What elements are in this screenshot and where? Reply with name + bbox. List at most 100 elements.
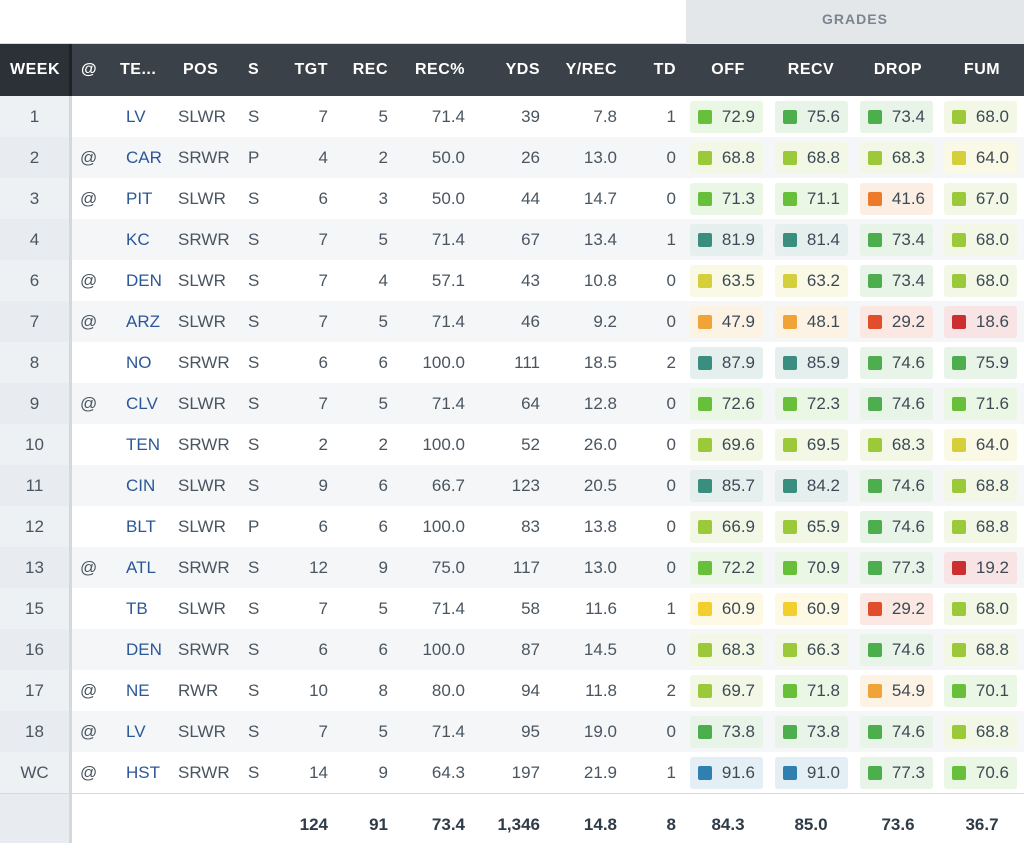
recv-grade: 71.1 <box>775 183 848 215</box>
team-link[interactable]: KC <box>126 230 150 249</box>
grade-swatch <box>698 192 712 206</box>
drop-grade: 68.3 <box>860 429 933 461</box>
table-row[interactable]: 2 @ CAR SRWR P 4 2 50.0 26 13.0 0 68.8 68.8 68.3 64.0 <box>0 137 1024 178</box>
grade-value: 77.3 <box>891 558 925 577</box>
table-row[interactable]: 6 @ DEN SLWR S 7 4 57.1 43 10.8 0 63.5 63.2 73.4 68.0 <box>0 260 1024 301</box>
grade-value: 66.3 <box>806 640 840 659</box>
recv-grade: 66.3 <box>775 634 848 666</box>
s-cell: S <box>248 476 260 495</box>
team-link[interactable]: DEN <box>126 640 162 659</box>
drop-grade: 77.3 <box>860 552 933 584</box>
y-rec-cell: 9.2 <box>593 312 617 331</box>
table-row[interactable]: 8 NO SRWR S 6 6 100.0 111 18.5 2 87.9 85.9 74.6 75.9 <box>0 342 1024 383</box>
table-row[interactable]: 11 CIN SLWR S 9 6 66.7 123 20.5 0 85.7 84.2 74.6 68.8 <box>0 465 1024 506</box>
week-column-cell <box>0 342 72 383</box>
team-link[interactable]: CIN <box>126 476 156 495</box>
grade-value: 68.8 <box>806 148 840 167</box>
week-cell: 12 <box>25 517 44 536</box>
table-row[interactable]: 15 TB SLWR S 7 5 71.4 58 11.6 1 60.9 60.9 29.2 68.0 <box>0 588 1024 629</box>
table-row[interactable]: 3 @ PIT SLWR S 6 3 50.0 44 14.7 0 71.3 71.1 41.6 67.0 <box>0 178 1024 219</box>
col-drop[interactable]: DROP <box>873 61 923 78</box>
grade-swatch <box>952 356 966 370</box>
grade-value: 72.6 <box>721 394 755 413</box>
table-row[interactable]: 12 BLT SLWR P 6 6 100.0 83 13.8 0 66.9 65.9 74.6 68.8 <box>0 506 1024 547</box>
week-column-cell <box>0 137 72 178</box>
grade-swatch <box>868 479 882 493</box>
col-rec-pct[interactable]: REC% <box>414 61 465 78</box>
team-link[interactable]: LV <box>126 722 146 741</box>
off-grade: 91.6 <box>690 757 763 789</box>
col-y-rec[interactable]: Y/REC <box>565 61 617 78</box>
grade-swatch <box>783 356 797 370</box>
rec-cell: 5 <box>378 599 388 618</box>
drop-grade: 29.2 <box>860 306 933 338</box>
week-column-cell <box>0 547 72 588</box>
team-link[interactable]: BLT <box>126 517 156 536</box>
at-cell: @ <box>80 394 98 413</box>
table-row[interactable]: 18 @ LV SLWR S 7 5 71.4 95 19.0 0 73.8 73.8 74.6 68.8 <box>0 711 1024 752</box>
team-link[interactable]: CAR <box>126 148 162 167</box>
team-link[interactable]: ARZ <box>126 312 160 331</box>
at-cell: @ <box>80 271 98 290</box>
team-link[interactable]: CLV <box>126 394 158 413</box>
team-link[interactable]: LV <box>126 107 146 126</box>
col-rec[interactable]: REC <box>352 61 388 78</box>
col-off[interactable]: OFF <box>711 61 745 78</box>
y-rec-cell: 19.0 <box>583 722 617 741</box>
table-row[interactable]: 10 TEN SRWR S 2 2 100.0 52 26.0 0 69.6 69.5 68.3 64.0 <box>0 424 1024 465</box>
grade-value: 71.8 <box>806 681 840 700</box>
s-cell: S <box>248 189 260 208</box>
col-yds[interactable]: YDS <box>505 61 540 78</box>
off-grade: 71.3 <box>690 183 763 215</box>
total-yds: 1,346 <box>497 815 540 834</box>
recv-grade: 65.9 <box>775 511 848 543</box>
team-link[interactable]: TEN <box>126 435 160 454</box>
team-link[interactable]: HST <box>126 763 160 782</box>
team-link[interactable]: ATL <box>126 558 156 577</box>
week-cell: 6 <box>29 271 40 290</box>
grade-swatch <box>698 151 712 165</box>
recv-grade: 48.1 <box>775 306 848 338</box>
week-cell: 4 <box>29 230 40 249</box>
grade-swatch <box>868 192 882 206</box>
drop-grade: 54.9 <box>860 675 933 707</box>
col-recv[interactable]: RECV <box>787 61 835 78</box>
table-row[interactable]: WC @ HST SRWR S 14 9 64.3 197 21.9 1 91.6 91.0 77.3 70… <box>0 752 1024 793</box>
grade-value: 73.4 <box>891 230 925 249</box>
grade-swatch <box>868 520 882 534</box>
col-team[interactable]: TE... <box>120 61 157 78</box>
grade-value: 68.3 <box>721 640 755 659</box>
pos-cell: SLWR <box>178 189 226 208</box>
grade-value: 85.7 <box>721 476 755 495</box>
col-week[interactable]: WEEK <box>10 61 60 78</box>
yds-cell: 58 <box>521 599 540 618</box>
team-link[interactable]: DEN <box>126 271 162 290</box>
team-link[interactable]: TB <box>126 599 148 618</box>
table-row[interactable]: 9 @ CLV SLWR S 7 5 71.4 64 12.8 0 72.6 72.3 74.6 71.6 <box>0 383 1024 424</box>
table-row[interactable]: 16 DEN SRWR S 6 6 100.0 87 14.5 0 68.3 66.3 74.6 68.8 <box>0 629 1024 670</box>
table-row[interactable]: 1 LV SLWR S 7 5 71.4 39 7.8 1 72.9 75.6 73.4 68.0 <box>0 96 1024 137</box>
col-tgt[interactable]: TGT <box>294 61 328 78</box>
col-at[interactable]: @ <box>81 61 98 78</box>
col-pos[interactable]: POS <box>183 61 219 78</box>
s-cell: S <box>248 271 260 290</box>
col-s[interactable]: S <box>248 61 260 78</box>
team-link[interactable]: NO <box>126 353 152 372</box>
team-link[interactable]: NE <box>126 681 150 700</box>
table-row[interactable]: 13 @ ATL SRWR S 12 9 75.0 117 13.0 0 72.2 70.9 77.3 19… <box>0 547 1024 588</box>
rec-cell: 5 <box>378 230 388 249</box>
grade-swatch <box>698 233 712 247</box>
grade-swatch <box>698 684 712 698</box>
grade-swatch <box>783 192 797 206</box>
table-row[interactable]: 4 KC SRWR S 7 5 71.4 67 13.4 1 81.9 81.4 73.4 68.0 <box>0 219 1024 260</box>
col-td[interactable]: TD <box>653 61 676 78</box>
col-fum[interactable]: FUM <box>963 61 1001 78</box>
drop-grade: 73.4 <box>860 265 933 297</box>
table-row[interactable]: 17 @ NE RWR S 10 8 80.0 94 11.8 2 69.7 71.8 54.9 70.1 <box>0 670 1024 711</box>
table-row[interactable]: 7 @ ARZ SLWR S 7 5 71.4 46 9.2 0 47.9 48.1 29.2 18.6 <box>0 301 1024 342</box>
s-cell: S <box>248 640 260 659</box>
fum-grade: 19.2 <box>944 552 1017 584</box>
off-grade: 69.7 <box>690 675 763 707</box>
grade-swatch <box>868 110 882 124</box>
team-link[interactable]: PIT <box>126 189 153 208</box>
